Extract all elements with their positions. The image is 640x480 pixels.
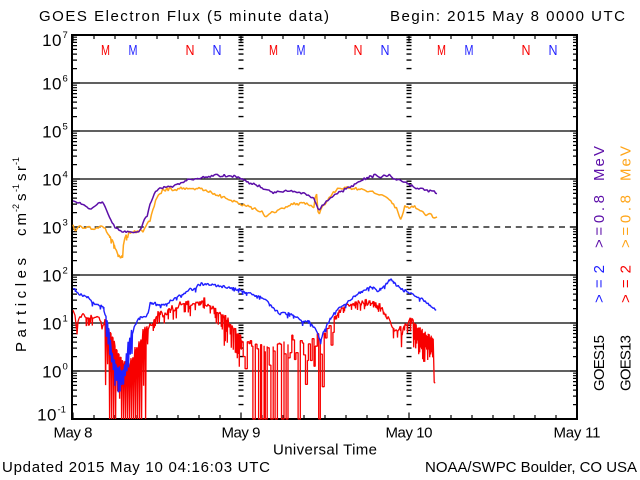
svg-text:-1: -1: [58, 404, 66, 415]
svg-text:May 9: May 9: [222, 425, 261, 442]
svg-text:5: 5: [63, 121, 68, 132]
svg-text:cm: cm: [13, 213, 30, 236]
svg-text:10: 10: [42, 171, 62, 190]
svg-text:10: 10: [42, 267, 62, 286]
svg-text:N: N: [522, 43, 531, 59]
svg-text:>=2: >=2: [591, 265, 608, 303]
svg-text:M: M: [437, 43, 446, 59]
svg-text:N: N: [186, 43, 195, 59]
svg-text:10: 10: [42, 75, 62, 94]
svg-text:s: s: [13, 194, 30, 202]
svg-text:GOES15: GOES15: [591, 335, 608, 391]
svg-text:-2: -2: [11, 204, 21, 212]
svg-text:Begin: 2015 May 8 0000 UTC: Begin: 2015 May 8 0000 UTC: [390, 8, 625, 25]
svg-text:-1: -1: [11, 157, 21, 165]
svg-text:M: M: [269, 43, 278, 59]
svg-text:7: 7: [63, 30, 68, 41]
svg-text:Universal Time: Universal Time: [273, 442, 377, 459]
svg-text:10: 10: [42, 315, 62, 334]
svg-text:M: M: [297, 43, 306, 59]
svg-text:-1: -1: [11, 184, 21, 192]
svg-text:3: 3: [63, 217, 68, 228]
svg-text:>=0.8: >=0.8: [618, 195, 635, 248]
svg-text:10: 10: [42, 123, 62, 142]
svg-text:10: 10: [42, 219, 62, 238]
svg-text:10: 10: [37, 406, 57, 425]
svg-text:May 11: May 11: [554, 425, 601, 442]
svg-text:GOES Electron Flux (5 minute d: GOES Electron Flux (5 minute data): [39, 8, 329, 25]
svg-text:Particles: Particles: [13, 258, 30, 352]
svg-text:4: 4: [63, 169, 68, 180]
svg-text:>=2: >=2: [618, 265, 635, 303]
svg-text:M: M: [129, 43, 138, 59]
svg-text:NOAA/SWPC Boulder, CO USA: NOAA/SWPC Boulder, CO USA: [425, 459, 637, 476]
svg-text:May 8: May 8: [54, 425, 93, 442]
svg-text:May 10: May 10: [386, 425, 433, 442]
svg-text:N: N: [354, 43, 363, 59]
svg-text:MeV: MeV: [591, 146, 608, 181]
svg-text:Updated 2015 May 10 04:16:03 U: Updated 2015 May 10 04:16:03 UTC: [2, 459, 270, 476]
svg-text:1: 1: [63, 313, 68, 324]
svg-text:10: 10: [42, 31, 62, 50]
svg-text:>=0.8: >=0.8: [591, 195, 608, 248]
svg-text:M: M: [465, 43, 474, 59]
svg-text:MeV: MeV: [618, 146, 635, 181]
svg-text:2: 2: [63, 265, 68, 276]
svg-text:6: 6: [63, 73, 68, 84]
svg-text:M: M: [101, 43, 110, 59]
svg-text:10: 10: [42, 363, 62, 382]
svg-text:N: N: [549, 43, 558, 59]
svg-text:N: N: [381, 43, 390, 59]
svg-text:N: N: [213, 43, 222, 59]
svg-text:GOES13: GOES13: [618, 335, 635, 391]
svg-text:0: 0: [63, 361, 68, 372]
